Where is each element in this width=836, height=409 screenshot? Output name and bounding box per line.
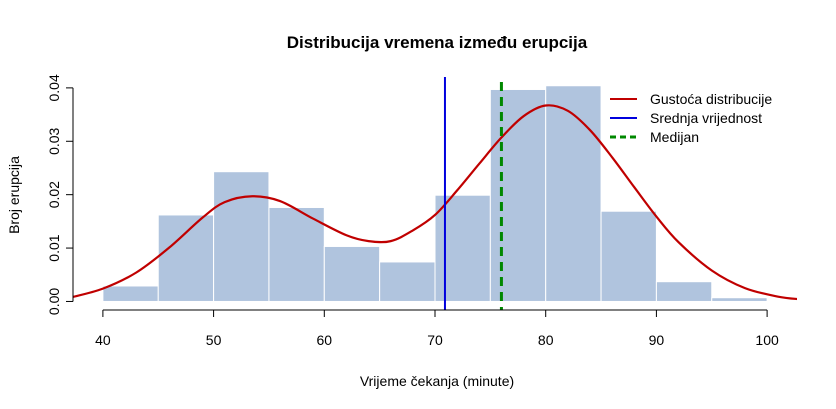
legend: Gustoća distribucije Srednja vrijednost Me… <box>610 91 772 145</box>
x-tick-label-50: 50 <box>206 332 222 348</box>
density-curve <box>73 104 797 301</box>
reference-lines-group <box>443 77 503 310</box>
x-tick-label-100: 100 <box>755 332 779 348</box>
y-tick-label-3: 0.03 <box>46 127 62 154</box>
legend-label-3: Medijan <box>650 129 699 145</box>
histogram-bar-11 <box>655 281 713 302</box>
histogram-bar-8 <box>489 88 547 302</box>
bars-group <box>102 85 768 302</box>
histogram-bar-2 <box>157 214 215 302</box>
histogram-bar-12 <box>711 297 768 302</box>
y-tick-label-1: 0.01 <box>46 234 62 261</box>
histogram-bar-10 <box>600 210 657 302</box>
y-tick-label-2: 0.02 <box>46 181 62 208</box>
legend-label-2: Srednja vrijednost <box>650 110 762 126</box>
chart-title: Distribucija vremena između erupcija <box>287 33 588 52</box>
histogram-bar-6 <box>379 261 436 302</box>
histogram-bar-5 <box>323 245 381 302</box>
histogram-bar-3 <box>213 171 270 302</box>
y-tick-label-0: 0.00 <box>46 288 62 315</box>
legend-label-1: Gustoća distribucije <box>650 91 772 107</box>
density-curve-group <box>73 104 797 301</box>
axes-group: 40 50 60 70 80 90 100 0.00 0.01 0.02 0.03 0.04 <box>46 74 779 348</box>
histogram-bar-7 <box>434 194 491 302</box>
y-tick-label-4: 0.04 <box>46 74 62 101</box>
x-tick-label-80: 80 <box>538 332 554 348</box>
x-tick-label-70: 70 <box>427 332 443 348</box>
x-tick-label-60: 60 <box>317 332 333 348</box>
histogram-bar-9 <box>545 85 602 302</box>
x-tick-label-40: 40 <box>95 332 111 348</box>
histogram-bar-1 <box>102 285 159 302</box>
histogram-bar-4 <box>268 206 325 302</box>
x-axis-label: Vrijeme čekanja (minute) <box>360 373 514 389</box>
y-axis-label: Broj erupcija <box>6 156 22 234</box>
x-tick-label-90: 90 <box>649 332 665 348</box>
